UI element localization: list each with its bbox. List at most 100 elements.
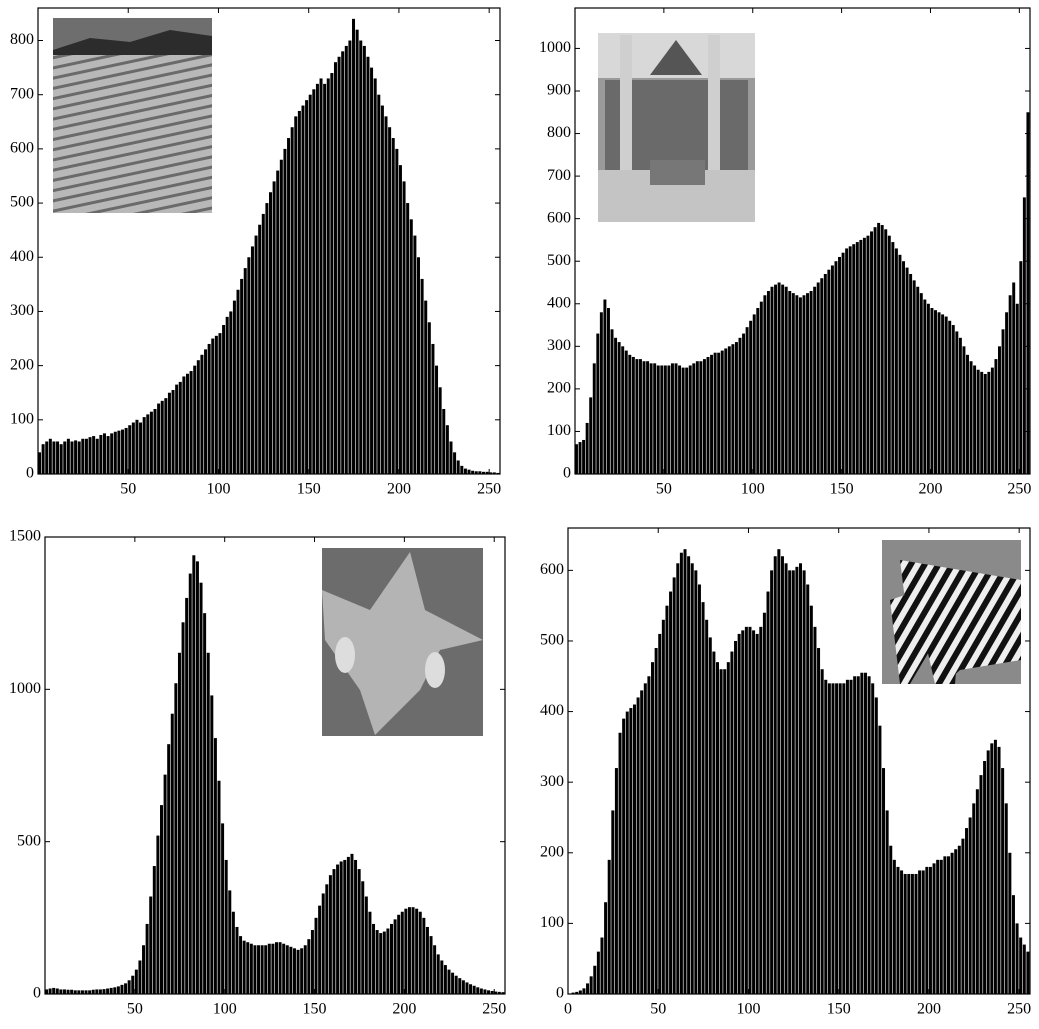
- bar: [845, 248, 849, 474]
- bar: [492, 472, 496, 474]
- bar: [813, 286, 817, 474]
- bar: [163, 774, 167, 994]
- bar: [585, 422, 589, 474]
- bar: [907, 873, 911, 994]
- bar: [603, 299, 607, 474]
- x-tick-label: 250: [1007, 481, 1031, 498]
- bar: [925, 866, 929, 994]
- bar: [131, 422, 135, 474]
- bar: [45, 441, 49, 474]
- bar: [661, 619, 665, 994]
- bar: [582, 439, 586, 474]
- bar: [341, 51, 345, 474]
- bar: [182, 376, 186, 474]
- bar: [694, 570, 698, 994]
- x-tick-label: 150: [830, 481, 854, 498]
- x-tick-label: 50: [650, 1001, 666, 1018]
- bar: [708, 637, 712, 994]
- bar: [271, 943, 275, 994]
- bar: [218, 333, 222, 474]
- bar: [582, 988, 586, 994]
- bar: [98, 989, 102, 994]
- bar: [717, 352, 721, 474]
- bar: [253, 945, 257, 994]
- bar: [880, 225, 884, 474]
- bar: [222, 324, 226, 474]
- bar: [606, 308, 610, 474]
- bar: [752, 314, 756, 474]
- bar: [476, 987, 480, 994]
- bar: [332, 869, 336, 994]
- bar: [600, 937, 604, 994]
- bar: [791, 293, 795, 474]
- bar: [813, 626, 817, 994]
- bar: [279, 159, 283, 474]
- bar: [855, 242, 859, 474]
- bar: [261, 213, 265, 474]
- bar: [318, 905, 322, 994]
- bar: [461, 980, 465, 994]
- bar: [407, 907, 411, 994]
- bar: [994, 359, 998, 474]
- bar: [80, 990, 84, 994]
- bar: [433, 945, 437, 994]
- bar: [593, 965, 597, 994]
- bar: [802, 570, 806, 994]
- bar: [624, 350, 628, 474]
- bar: [755, 633, 759, 994]
- bar: [454, 975, 458, 994]
- bar: [863, 672, 867, 994]
- bar: [124, 983, 128, 994]
- bar: [898, 254, 902, 474]
- bar: [983, 373, 987, 474]
- bar: [1004, 803, 1008, 994]
- bar: [670, 363, 674, 474]
- x-tick-label: 100: [741, 481, 765, 498]
- bar: [474, 471, 478, 474]
- bar: [1005, 312, 1009, 474]
- bar: [738, 337, 742, 474]
- bar: [84, 990, 88, 994]
- y-tick-label: 600: [547, 209, 571, 226]
- bar: [763, 295, 767, 474]
- bar: [370, 67, 374, 475]
- bar: [372, 923, 376, 994]
- bar: [571, 992, 575, 994]
- bar: [319, 78, 323, 474]
- y-tick-label: 900: [547, 82, 571, 99]
- bar: [820, 669, 824, 994]
- bar: [395, 148, 399, 474]
- bar: [896, 866, 900, 994]
- bar: [300, 948, 304, 994]
- bar: [481, 471, 485, 474]
- bar: [654, 648, 658, 994]
- bar: [361, 881, 365, 994]
- bar: [232, 300, 236, 474]
- y-tick-label: 500: [540, 632, 564, 649]
- bar: [867, 676, 871, 994]
- bar: [149, 896, 153, 994]
- bar: [731, 344, 735, 474]
- bar: [695, 361, 699, 474]
- bar: [153, 408, 157, 474]
- bar: [247, 257, 251, 474]
- bar: [391, 138, 395, 474]
- y-tick-label: 0: [33, 985, 41, 1002]
- bar: [211, 338, 215, 474]
- bar: [352, 18, 356, 474]
- bar: [575, 444, 578, 474]
- bar: [207, 343, 211, 474]
- bar: [578, 442, 582, 474]
- bar: [642, 361, 646, 474]
- bar: [272, 181, 276, 474]
- bar: [375, 930, 379, 994]
- bar: [699, 361, 703, 474]
- bar: [820, 278, 824, 474]
- bar: [109, 987, 113, 994]
- bar: [77, 990, 81, 994]
- bar: [962, 346, 966, 474]
- bar: [1015, 303, 1019, 474]
- bar: [364, 896, 368, 994]
- bar: [373, 78, 377, 474]
- bar: [658, 633, 662, 994]
